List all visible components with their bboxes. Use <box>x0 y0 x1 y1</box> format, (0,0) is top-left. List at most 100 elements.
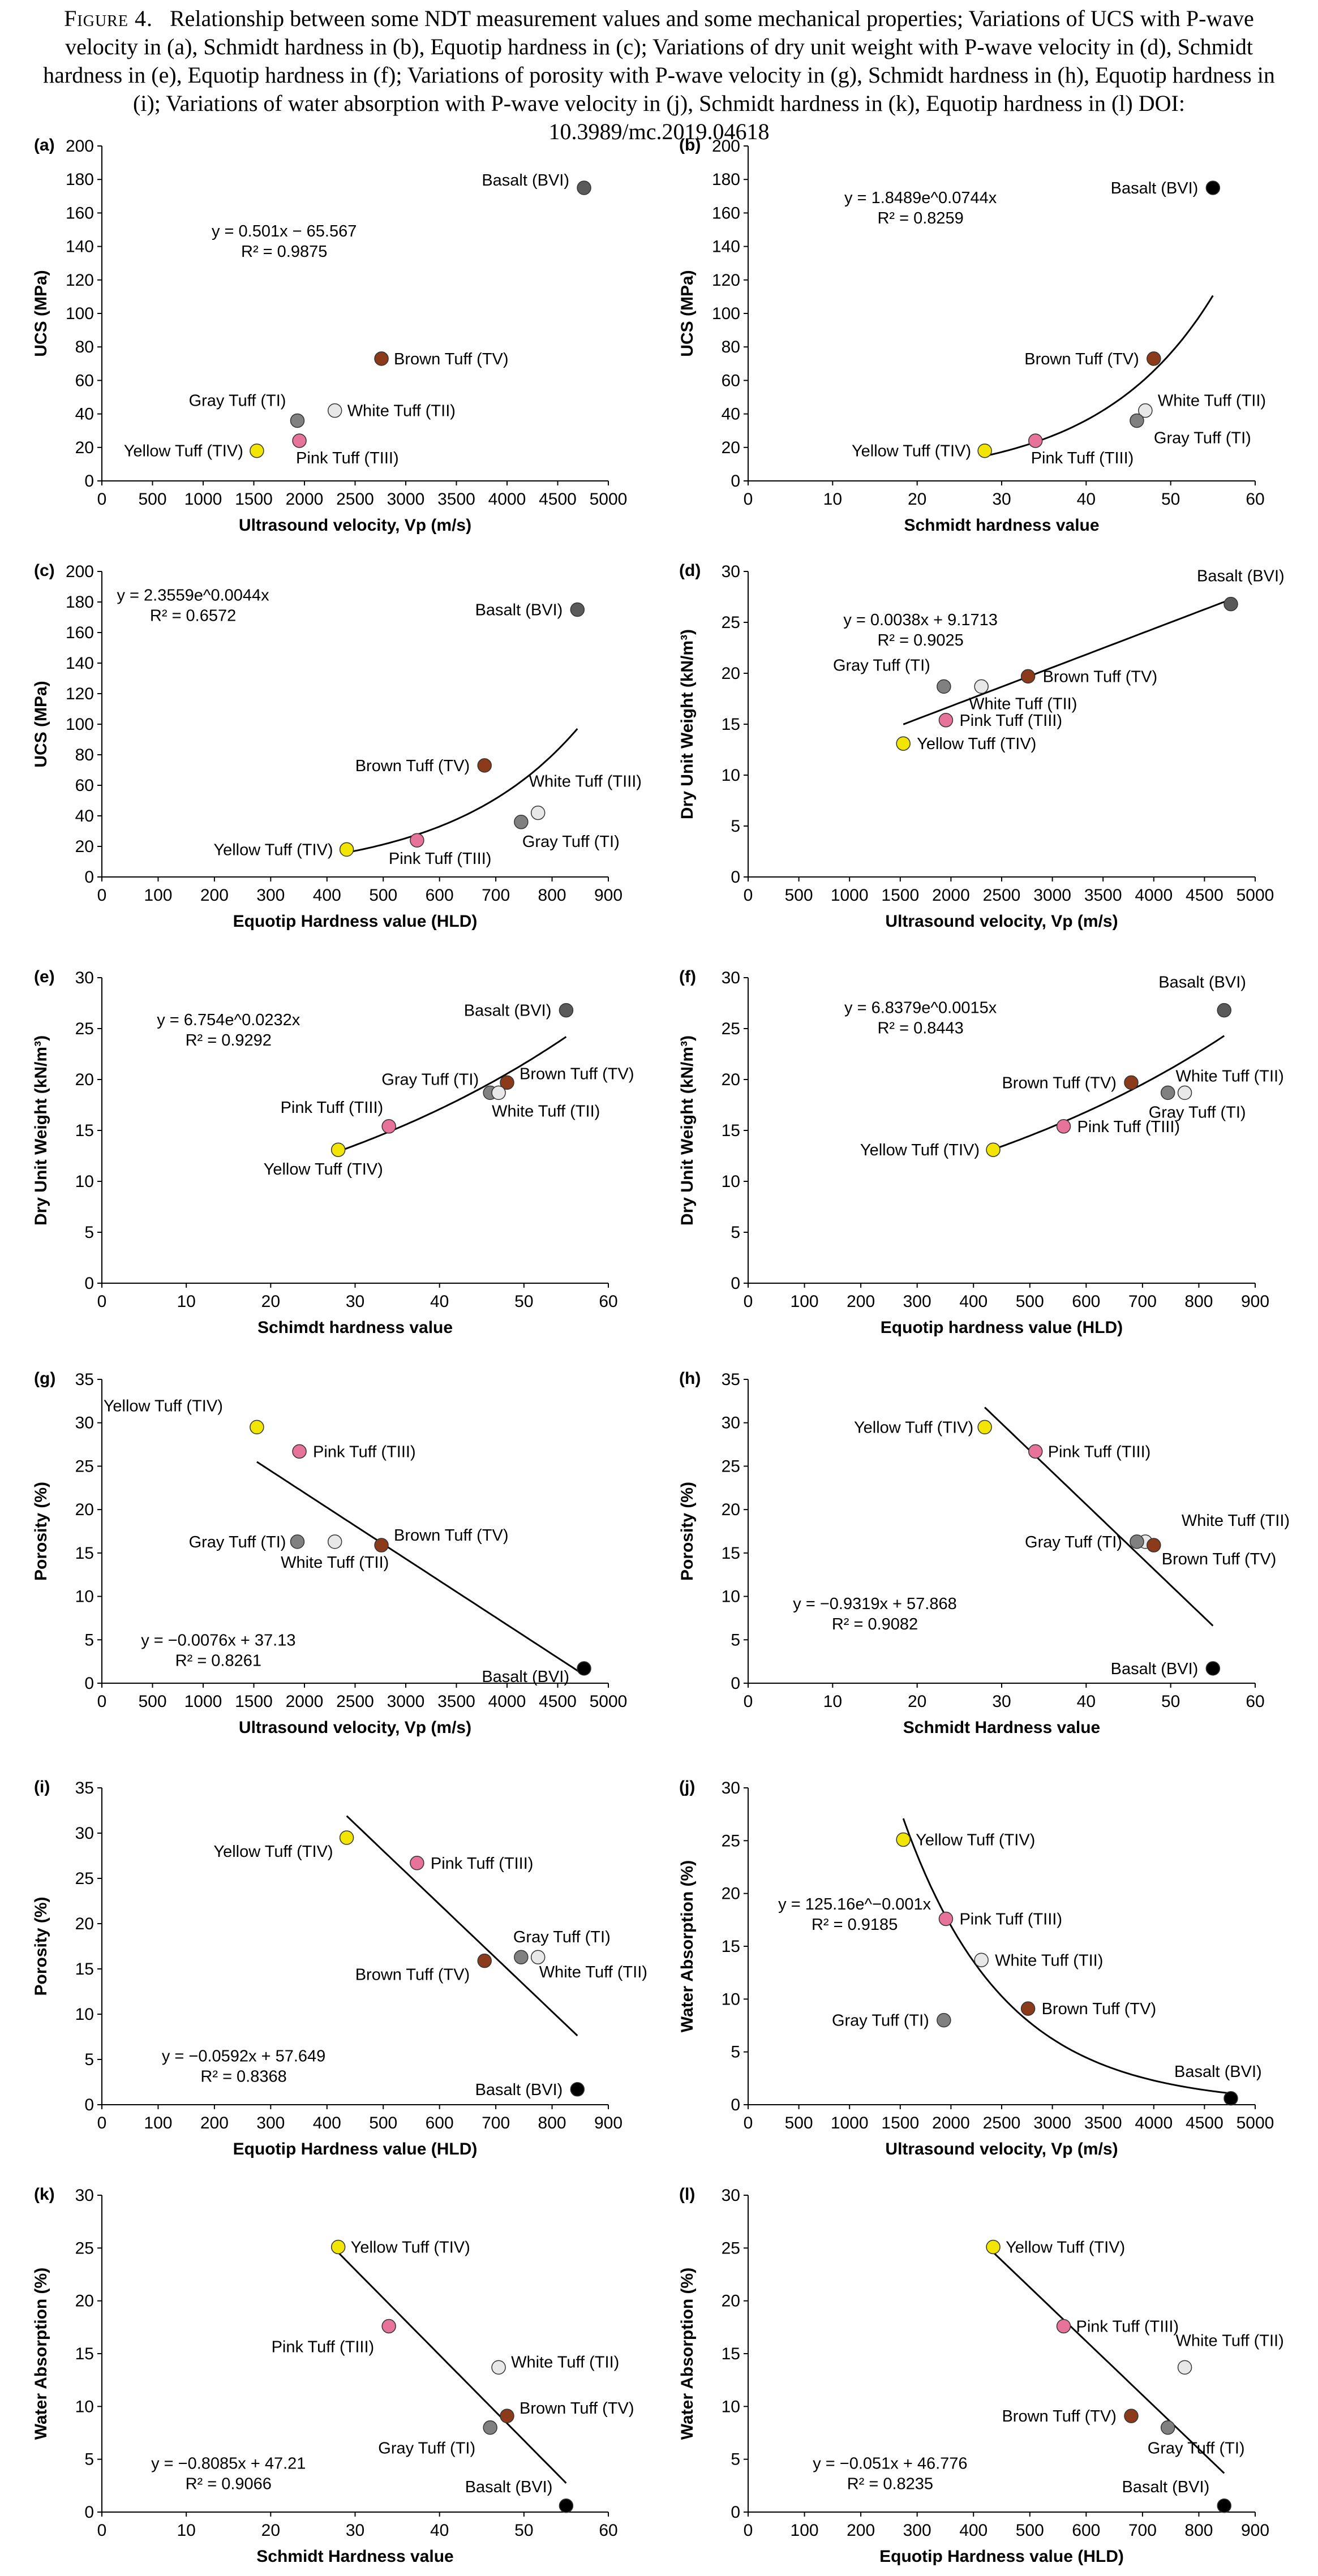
data-point <box>292 433 307 448</box>
y-tick-label: 15 <box>722 1121 740 1140</box>
data-point-label: Pink Tuff (TIII) <box>296 449 399 467</box>
data-point <box>1217 2498 1231 2513</box>
data-point-label: Gray Tuff (TI) <box>1148 2440 1245 2458</box>
data-point-label: White Tuff (TII) <box>347 402 456 420</box>
data-point <box>559 1003 574 1018</box>
data-point-label: White Tuff (TII) <box>995 1951 1103 1969</box>
x-tick-label: 0 <box>744 490 753 509</box>
x-tick-label: 800 <box>538 2114 566 2132</box>
data-point-label: Brown Tuff (TV) <box>1002 1074 1117 1092</box>
data-point <box>1130 413 1144 428</box>
x-tick-label: 900 <box>1241 2521 1269 2540</box>
x-tick-label: 40 <box>1077 490 1096 509</box>
data-point <box>500 1075 514 1090</box>
y-tick-label: 20 <box>722 1070 740 1089</box>
x-tick-label: 400 <box>959 2521 988 2540</box>
y-tick-label: 15 <box>722 1937 740 1956</box>
x-tick-label: 10 <box>177 2521 195 2540</box>
y-tick-label: 140 <box>66 238 94 256</box>
panel-label: (i) <box>34 1778 50 1796</box>
x-tick-label: 50 <box>514 1292 533 1311</box>
trend-r-squared: R² = 0.9292 <box>186 1031 272 1050</box>
x-axis-label: Equotip Hardness value (HLD) <box>233 2140 478 2158</box>
data-point <box>530 1950 546 1964</box>
x-tick-label: 900 <box>594 886 622 905</box>
x-tick-label: 50 <box>514 2521 533 2540</box>
data-point-label: Yellow Tuff (TIV) <box>916 1831 1035 1849</box>
y-tick-label: 60 <box>75 371 94 390</box>
data-point-label: Brown Tuff (TV) <box>520 2399 634 2418</box>
x-tick-label: 3000 <box>1033 2114 1071 2132</box>
data-point-label: Gray Tuff (TI) <box>513 1928 611 1946</box>
y-tick-label: 15 <box>722 1544 740 1563</box>
x-tick-label: 300 <box>903 2521 931 2540</box>
data-point <box>1217 1003 1231 1018</box>
data-point <box>977 1420 992 1435</box>
data-point-label: Basalt (BVI) <box>1158 974 1246 992</box>
x-tick-label: 5000 <box>590 490 628 509</box>
y-tick-label: 100 <box>712 304 740 323</box>
data-point-label: Basalt (BVI) <box>464 1002 552 1020</box>
x-tick-label: 10 <box>823 490 842 509</box>
trend-equation: y = −0.8085x + 47.21 <box>151 2455 306 2473</box>
y-tick-label: 180 <box>66 170 94 189</box>
chart-panel-c: (c) 0 20 40 60 80 100 120 140 160 180 200 0 100 200 300… <box>32 561 642 931</box>
y-tick-label: 15 <box>75 2345 94 2363</box>
y-tick-label: 25 <box>722 1457 740 1476</box>
trend-equation: y = 6.8379e^0.0015x <box>844 999 997 1017</box>
data-point <box>374 351 389 366</box>
y-tick-label: 20 <box>722 1885 740 1903</box>
y-tick-label: 80 <box>75 338 94 356</box>
data-point-label: Brown Tuff (TV) <box>1002 2407 1117 2426</box>
x-tick-label: 0 <box>97 1692 107 1711</box>
data-point <box>937 2012 951 2028</box>
data-point-label: Yellow Tuff (TIV) <box>104 1397 223 1415</box>
y-tick-label: 5 <box>84 2050 94 2069</box>
x-tick-label: 2000 <box>932 2114 970 2132</box>
y-tick-label: 20 <box>75 2292 94 2311</box>
x-tick-label: 0 <box>97 886 107 905</box>
trend-equation: y = 1.8489e^0.0744x <box>844 189 997 207</box>
panel-label: (c) <box>34 561 55 580</box>
y-tick-label: 0 <box>731 2503 740 2522</box>
data-point-label: Basalt (BVI) <box>475 601 563 620</box>
y-tick-label: 5 <box>84 1631 94 1649</box>
trend-r-squared: R² = 0.9875 <box>241 243 327 261</box>
y-tick-label: 10 <box>722 766 740 785</box>
x-tick-label: 1000 <box>184 490 222 509</box>
y-tick-label: 5 <box>84 1223 94 1242</box>
x-tick-label: 20 <box>261 1292 280 1311</box>
data-point <box>986 2239 1001 2255</box>
data-point-label: Yellow Tuff (TIV) <box>852 442 971 461</box>
y-tick-label: 15 <box>75 1544 94 1563</box>
y-tick-label: 15 <box>75 1960 94 1979</box>
trend-line <box>256 1461 585 1676</box>
y-tick-label: 25 <box>75 1457 94 1476</box>
x-tick-label: 100 <box>791 1292 819 1311</box>
x-tick-label: 40 <box>430 2521 449 2540</box>
y-tick-label: 0 <box>731 2096 740 2114</box>
y-tick-label: 60 <box>722 371 740 390</box>
panel-label: (h) <box>679 1369 701 1388</box>
chart-panel-g: (g) 0 5 10 15 20 25 30 35 0 500 1000 1500 2000 2500 300… <box>32 1369 627 1737</box>
x-tick-label: 30 <box>992 490 1011 509</box>
data-point-label: Gray Tuff (TI) <box>1025 1533 1122 1551</box>
data-point-label: Pink Tuff (TIII) <box>272 2338 375 2356</box>
y-tick-label: 0 <box>84 1674 94 1693</box>
y-tick-label: 160 <box>712 204 740 222</box>
trend-equation: y = −0.9319x + 57.868 <box>793 1595 956 1613</box>
x-axis-label: Ultrasound velocity, Vp (m/s) <box>885 912 1118 931</box>
data-point <box>1028 433 1043 448</box>
x-tick-label: 4000 <box>488 490 526 509</box>
chart-panel-b: (b) 0 20 40 60 80 100 120 140 160 180 200 0 10 20 30 40 5… <box>678 136 1266 535</box>
x-tick-label: 600 <box>426 2114 454 2132</box>
y-tick-label: 20 <box>75 1500 94 1519</box>
x-tick-label: 0 <box>744 1292 753 1311</box>
x-tick-label: 500 <box>785 886 813 905</box>
y-tick-label: 0 <box>84 2096 94 2114</box>
panel-label: (d) <box>679 561 701 580</box>
y-tick-label: 10 <box>75 1172 94 1191</box>
data-point <box>530 805 546 820</box>
